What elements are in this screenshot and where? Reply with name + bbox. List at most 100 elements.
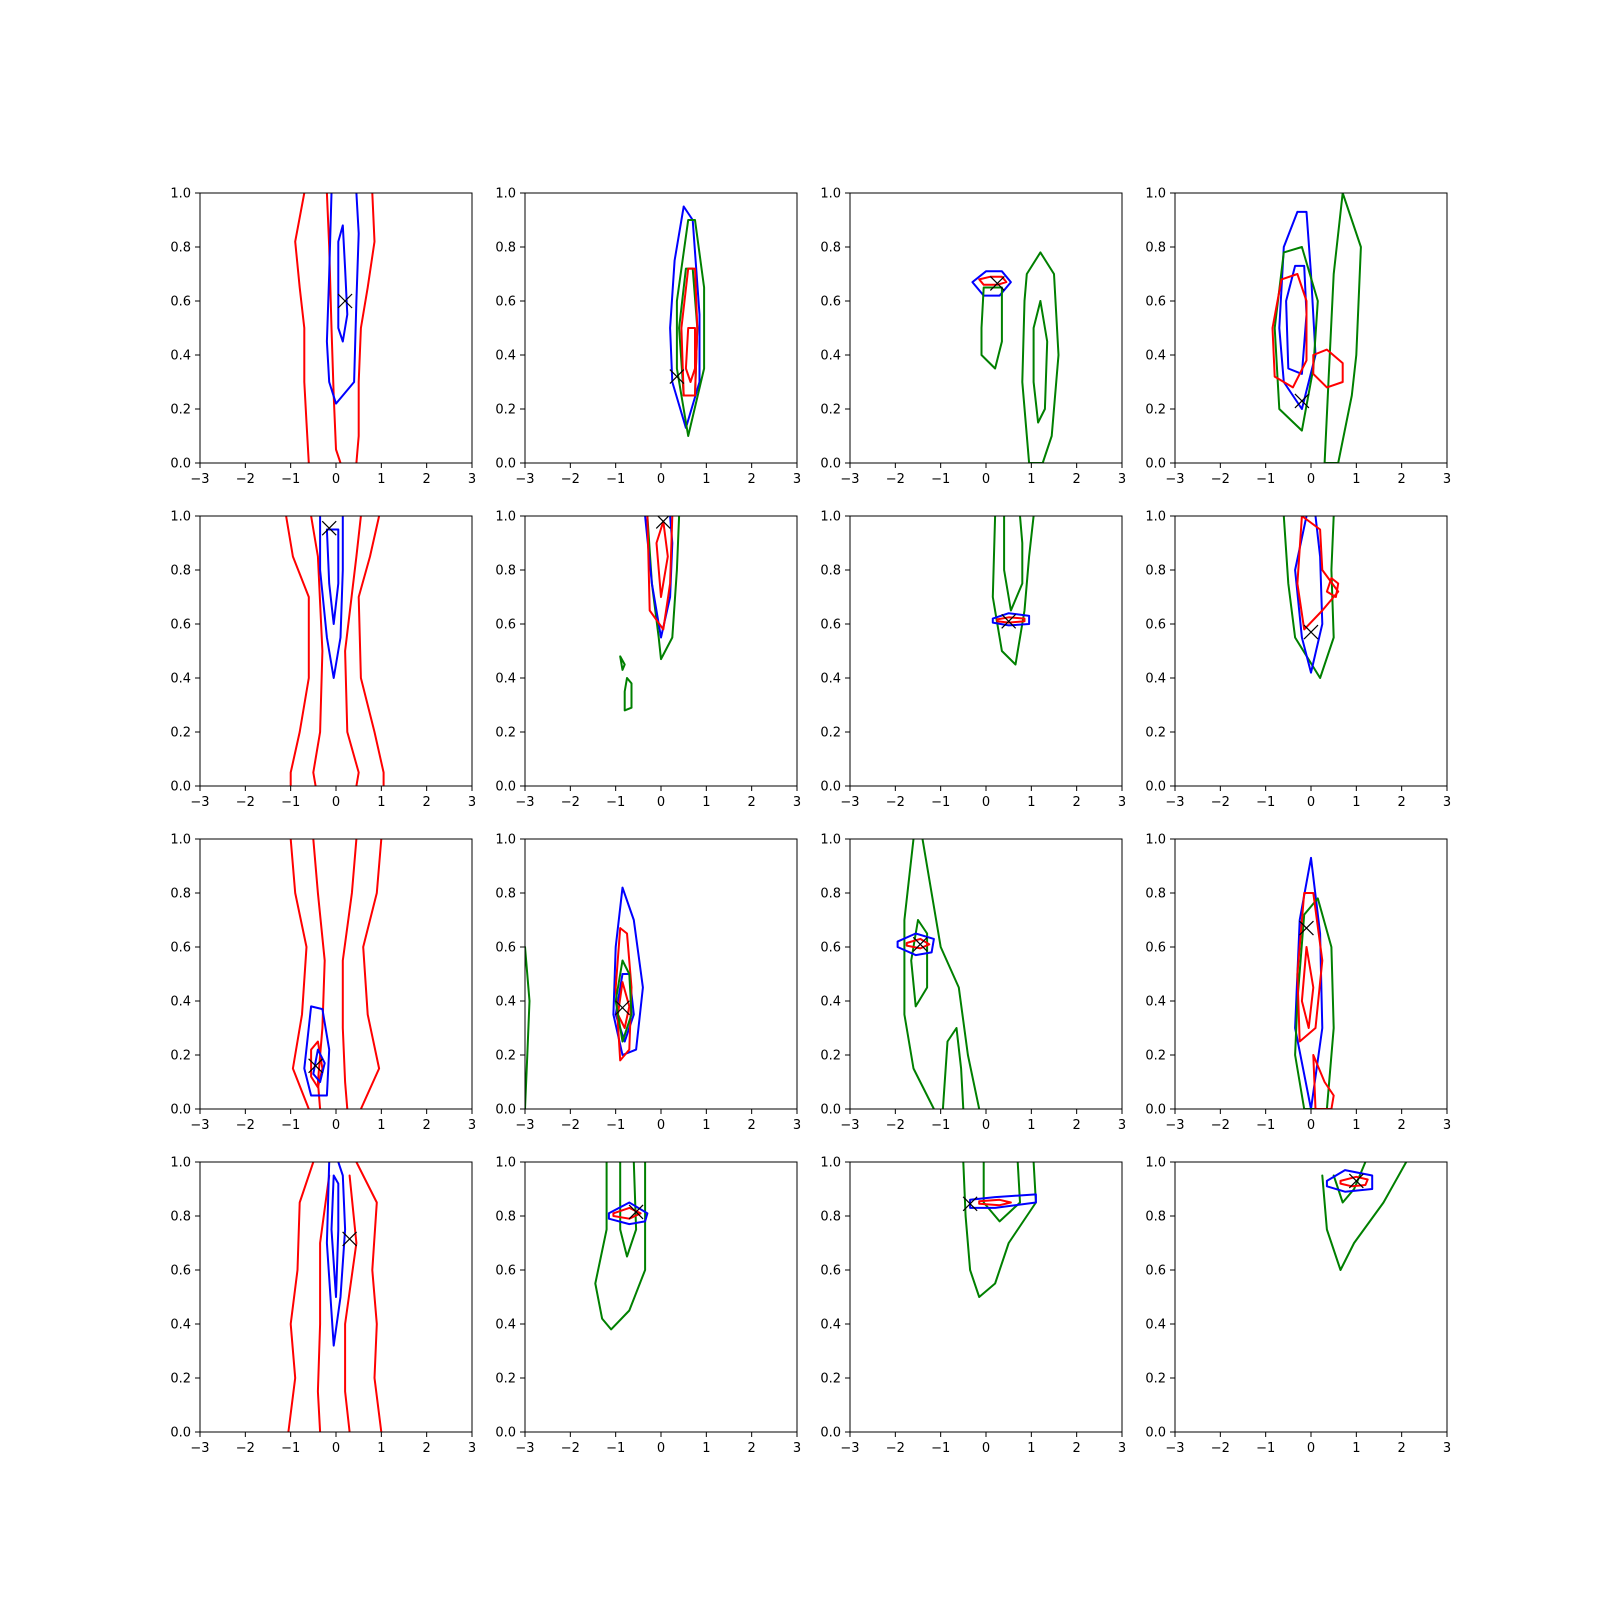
y-tick-label: 0.4 bbox=[170, 995, 191, 1010]
plot-area bbox=[1271, 193, 1362, 463]
contour-line-red bbox=[294, 193, 310, 463]
x-tick-label: −3 bbox=[840, 472, 859, 487]
subplot-4-4: −3 −2 −1 0 1 2 3 0.0 0.2 0.4 0.6 0.8 1.0 bbox=[1145, 1156, 1451, 1457]
true-value-marker bbox=[1001, 613, 1017, 629]
plot-area bbox=[1294, 856, 1335, 1109]
y-tick-label: 0.2 bbox=[170, 403, 191, 418]
x-tick-label: 2 bbox=[748, 795, 756, 810]
marker-stroke bbox=[962, 1196, 978, 1212]
x-tick-label: 0 bbox=[657, 1118, 665, 1133]
contour-line-green bbox=[675, 219, 706, 437]
plot-area bbox=[594, 1162, 649, 1331]
x-tick-label: −1 bbox=[606, 795, 625, 810]
y-tick-label: 0.2 bbox=[1145, 403, 1166, 418]
contour-line-red bbox=[287, 1162, 315, 1432]
y-tick-label: 1.0 bbox=[170, 187, 191, 202]
marker-stroke bbox=[655, 516, 670, 529]
y-tick-label: 0.6 bbox=[820, 618, 841, 633]
x-tick-label: −2 bbox=[886, 1118, 905, 1133]
x-tick-label: 0 bbox=[1307, 1118, 1315, 1133]
contour-line-red bbox=[1296, 892, 1324, 1043]
x-tick-label: 3 bbox=[1443, 1441, 1451, 1456]
y-tick-label: 0.8 bbox=[1145, 564, 1166, 579]
y-tick-label: 0.2 bbox=[820, 1372, 841, 1387]
contour-line-blue bbox=[1325, 1169, 1374, 1193]
true-value-marker bbox=[912, 936, 928, 952]
contour-line-blue bbox=[325, 528, 340, 625]
x-tick-label: 1 bbox=[702, 1441, 710, 1456]
y-tick-label: 1.0 bbox=[1145, 510, 1166, 525]
x-tick-label: −1 bbox=[1256, 1118, 1275, 1133]
marker-stroke bbox=[628, 1204, 644, 1220]
subplot-3-4: −3 −2 −1 0 1 2 3 0.0 0.2 0.4 0.6 0.8 1.0 bbox=[1145, 833, 1451, 1134]
y-tick-label: 1.0 bbox=[820, 510, 841, 525]
plot-area bbox=[294, 193, 376, 463]
true-value-marker bbox=[1348, 1173, 1364, 1189]
contour-line-blue bbox=[337, 224, 349, 343]
true-value-marker bbox=[962, 1196, 978, 1212]
contour-line-red bbox=[359, 839, 383, 1109]
y-tick-label: 0.2 bbox=[495, 1372, 516, 1387]
x-tick-label: −3 bbox=[840, 1118, 859, 1133]
true-value-marker bbox=[337, 293, 353, 309]
contour-line-red bbox=[357, 516, 385, 786]
contour-line-green bbox=[619, 655, 626, 671]
subplot-grid: −3 −2 −1 0 1 2 3 0.0 0.2 0.4 0.6 0.8 1.0 −3 −2 −1 0 1 2 3 0.… bbox=[170, 187, 1451, 1457]
x-tick-label: 2 bbox=[1398, 1441, 1406, 1456]
plot-area bbox=[1321, 1162, 1408, 1271]
x-tick-label: 2 bbox=[1073, 472, 1081, 487]
x-tick-label: 2 bbox=[1073, 795, 1081, 810]
contour-line-green bbox=[623, 677, 633, 712]
x-tick-label: −2 bbox=[561, 1118, 580, 1133]
true-value-marker bbox=[1299, 920, 1314, 936]
x-tick-label: −2 bbox=[236, 1118, 255, 1133]
y-tick-label: 0.6 bbox=[170, 618, 191, 633]
y-tick-label: 0.0 bbox=[495, 457, 516, 472]
contour-line-red bbox=[1325, 577, 1340, 598]
y-tick-label: 0.6 bbox=[495, 295, 516, 310]
marker-stroke bbox=[308, 1058, 324, 1074]
x-tick-label: −3 bbox=[1165, 1441, 1184, 1456]
x-tick-label: 1 bbox=[377, 1118, 385, 1133]
contour-line-red bbox=[325, 193, 342, 463]
x-tick-label: −1 bbox=[931, 1441, 950, 1456]
y-tick-label: 0.8 bbox=[820, 1210, 841, 1225]
contour-line-blue bbox=[991, 612, 1031, 627]
y-tick-label: 1.0 bbox=[820, 187, 841, 202]
x-tick-label: −3 bbox=[1165, 472, 1184, 487]
plot-area bbox=[525, 886, 644, 1109]
y-tick-label: 0.0 bbox=[170, 1103, 191, 1118]
contour-line-blue bbox=[896, 932, 935, 957]
contour-line-red bbox=[344, 516, 362, 786]
plot-area bbox=[619, 516, 681, 712]
x-tick-label: −1 bbox=[931, 795, 950, 810]
contour-line-blue bbox=[969, 1193, 1037, 1209]
x-tick-label: 3 bbox=[1443, 472, 1451, 487]
contour-line-blue bbox=[1294, 856, 1324, 1109]
y-tick-label: 1.0 bbox=[820, 1156, 841, 1171]
x-tick-label: 3 bbox=[1118, 795, 1126, 810]
contour-line-green bbox=[1294, 897, 1335, 1109]
contour-line-green bbox=[1323, 193, 1362, 463]
x-tick-label: 1 bbox=[1027, 1118, 1035, 1133]
y-tick-label: 0.4 bbox=[170, 1318, 191, 1333]
y-tick-label: 1.0 bbox=[495, 510, 516, 525]
subplot-2-4: −3 −2 −1 0 1 2 3 0.0 0.2 0.4 0.6 0.8 1.0 bbox=[1145, 510, 1451, 811]
y-tick-label: 0.4 bbox=[170, 349, 191, 364]
subplot-1-4: −3 −2 −1 0 1 2 3 0.0 0.2 0.4 0.6 0.8 1.0 bbox=[1145, 187, 1451, 488]
y-tick-label: 1.0 bbox=[170, 1156, 191, 1171]
x-tick-label: 2 bbox=[423, 1118, 431, 1133]
x-tick-label: −2 bbox=[236, 472, 255, 487]
contour-line-green bbox=[1032, 300, 1049, 424]
y-tick-label: 0.8 bbox=[170, 1210, 191, 1225]
contour-line-blue bbox=[607, 1201, 649, 1226]
x-tick-label: −1 bbox=[281, 1441, 300, 1456]
y-tick-label: 0.0 bbox=[1145, 1103, 1166, 1118]
y-tick-label: 0.8 bbox=[495, 241, 516, 256]
y-tick-label: 0.2 bbox=[170, 1372, 191, 1387]
y-tick-label: 0.8 bbox=[1145, 241, 1166, 256]
y-tick-label: 0.0 bbox=[170, 780, 191, 795]
y-tick-label: 0.0 bbox=[495, 1103, 516, 1118]
y-tick-label: 0.6 bbox=[170, 1264, 191, 1279]
x-tick-label: −1 bbox=[281, 472, 300, 487]
